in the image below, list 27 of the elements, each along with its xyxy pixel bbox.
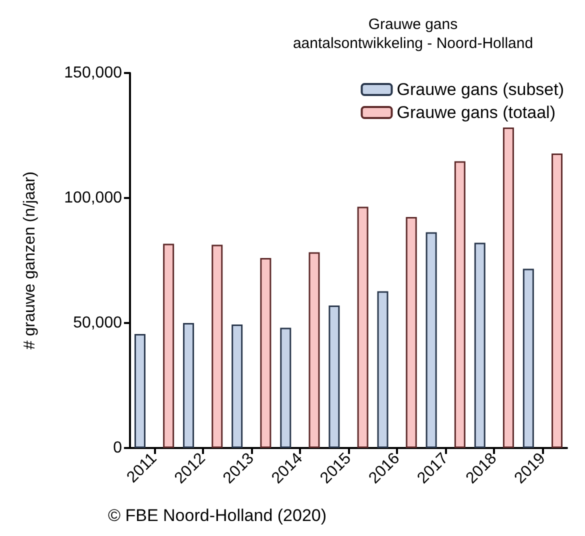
bar [426, 232, 437, 448]
bar [502, 128, 514, 448]
bar [183, 323, 194, 448]
y-axis-title: # grauwe ganzen (n/jaar) [22, 172, 38, 350]
legend-label: Grauwe gans (subset) [396, 80, 564, 99]
bar [357, 206, 368, 448]
chart-title: Grauwe gans aantalsontwikkeling - Noord-Holland [292, 16, 534, 52]
legend-label: Grauwe gans (totaal) [396, 103, 556, 122]
bar [454, 161, 466, 448]
bar [522, 268, 534, 448]
y-tick-label: 150,000 [64, 64, 122, 82]
bar [260, 258, 272, 448]
bar [134, 334, 146, 448]
bar [232, 324, 243, 448]
bar [377, 291, 388, 448]
bar [552, 154, 563, 448]
y-tick-label: 100,000 [64, 190, 122, 206]
y-tick-label: 0 [113, 440, 122, 456]
bar [474, 242, 486, 448]
bar [406, 217, 417, 448]
bar [328, 306, 340, 448]
bar [280, 328, 292, 448]
bar [308, 252, 320, 448]
bar [212, 244, 223, 448]
y-tick-label: 50,000 [73, 314, 122, 332]
bar [163, 244, 174, 448]
text: © FBE Noord-Holland (2020) [108, 506, 327, 525]
